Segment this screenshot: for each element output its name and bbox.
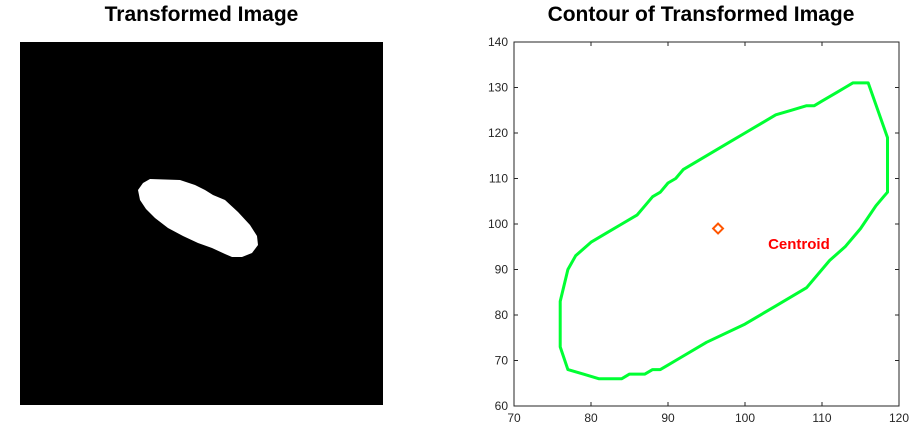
x-tick-label: 80 (584, 411, 598, 425)
x-tick-label: 110 (812, 411, 831, 425)
y-tick-label: 80 (495, 308, 509, 322)
x-tick-label: 90 (661, 411, 675, 425)
x-tick-label: 100 (735, 411, 755, 425)
left-panel-title: Transformed Image (104, 3, 299, 26)
y-tick-label: 130 (488, 81, 508, 95)
x-tick-label: 120 (889, 411, 909, 425)
y-tick-label: 70 (495, 354, 509, 368)
y-tick-label: 120 (488, 126, 508, 140)
transformed-image-blob (138, 179, 258, 257)
right-panel-title: Contour of Transformed Image (547, 3, 855, 26)
x-tick-label: 70 (507, 411, 521, 425)
centroid-label: Centroid (768, 236, 830, 253)
centroid-marker (711, 222, 725, 235)
plot-frame (513, 41, 900, 407)
y-tick-label: 90 (495, 263, 509, 277)
y-tick-label: 100 (488, 217, 508, 231)
contour-line (558, 81, 889, 381)
y-tick-label: 60 (495, 399, 509, 413)
y-tick-label: 110 (489, 172, 508, 186)
y-tick-label: 140 (488, 35, 508, 49)
